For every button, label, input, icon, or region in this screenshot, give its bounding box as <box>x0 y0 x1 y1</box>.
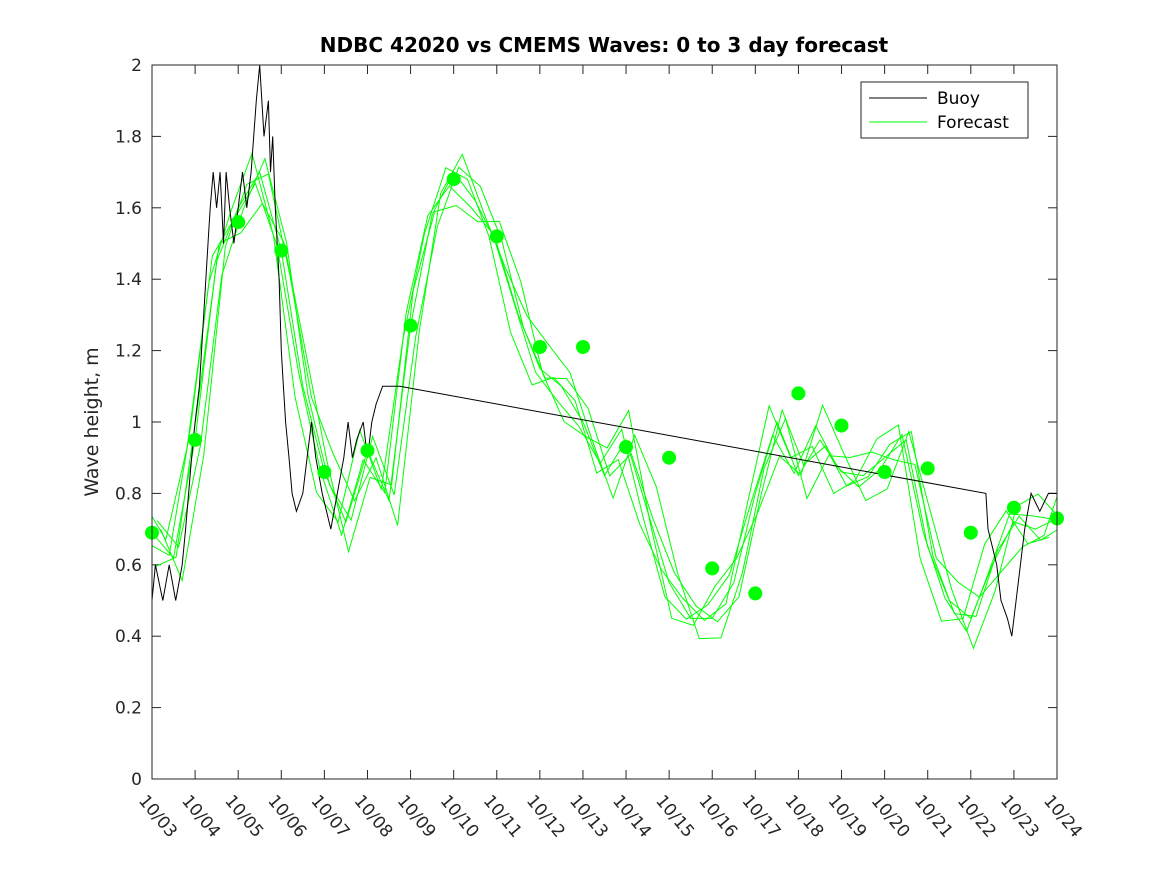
y-tick-label: 0.2 <box>115 699 142 719</box>
x-tick-label: 10/03 <box>134 791 181 841</box>
y-tick-label: 0.6 <box>115 556 142 576</box>
forecast-lines <box>151 151 1058 650</box>
x-tick-label: 10/06 <box>263 791 310 841</box>
forecast-point <box>920 461 935 476</box>
buoy-line <box>151 64 1057 637</box>
forecast-point <box>619 440 633 454</box>
forecast-point <box>748 586 763 601</box>
x-tick-label: 10/15 <box>651 791 698 841</box>
legend-buoy-label: Buoy <box>937 89 980 109</box>
x-tick-label: 10/24 <box>1039 791 1086 841</box>
forecast-point <box>360 443 375 458</box>
plot-area <box>152 65 1057 779</box>
y-tick-label: 2 <box>131 56 142 76</box>
x-tick-label: 10/20 <box>867 791 914 841</box>
x-tick-label: 10/11 <box>479 791 526 841</box>
y-tick-label: 0.4 <box>115 627 142 647</box>
forecast-points <box>145 172 1064 601</box>
x-tick-label: 10/08 <box>350 791 397 841</box>
x-tick-label: 10/21 <box>910 791 957 841</box>
forecast-point <box>231 215 246 230</box>
x-tick-label: 10/22 <box>953 791 1000 841</box>
forecast-line <box>154 202 1058 650</box>
plot-frame <box>151 64 1058 780</box>
y-tick-labels: 0 0.2 0.4 0.6 0.8 1 1.2 1.4 1.6 1.8 2 <box>115 56 142 790</box>
x-tick-labels: 10/0310/0410/0510/0610/0710/0810/0910/10… <box>134 791 1086 841</box>
y-tick-label: 1.4 <box>115 270 142 290</box>
x-tick-label: 10/14 <box>608 791 655 841</box>
legend[interactable]: Buoy Forecast <box>860 81 1029 139</box>
x-tick-label: 10/19 <box>824 791 871 841</box>
forecast-point <box>403 318 418 333</box>
forecast-point <box>705 561 720 576</box>
x-tick-label: 10/23 <box>996 791 1043 841</box>
x-tick-label: 10/16 <box>694 791 741 841</box>
y-tick-label: 0 <box>131 770 142 790</box>
buoy-series <box>151 64 1057 637</box>
legend-box <box>860 81 1029 139</box>
x-tick-label: 10/07 <box>307 791 354 841</box>
x-tick-label: 10/18 <box>781 791 828 841</box>
y-tick-label: 0.8 <box>115 484 142 504</box>
forecast-point <box>1006 500 1021 515</box>
x-tick-label: 10/04 <box>177 791 224 841</box>
forecast-point <box>188 432 203 447</box>
y-tick-label: 1.6 <box>115 199 142 219</box>
forecast-line <box>151 151 1050 622</box>
y-tick-label: 1.8 <box>115 127 142 147</box>
forecast-point <box>662 450 677 465</box>
forecast-line <box>156 157 1058 623</box>
x-tick-label: 10/17 <box>738 791 785 841</box>
forecast-point <box>963 525 978 540</box>
forecast-point <box>317 465 332 479</box>
x-tick-label: 10/09 <box>393 791 440 841</box>
x-tick-label: 10/13 <box>565 791 612 841</box>
chart-title: NDBC 42020 vs CMEMS Waves: 0 to 3 day fo… <box>320 33 889 57</box>
y-axis-label: Wave height, m <box>81 347 103 496</box>
x-tick-label: 10/10 <box>436 791 483 841</box>
y-tick-label: 1 <box>131 413 142 433</box>
forecast-point <box>274 243 289 258</box>
forecast-point <box>576 340 590 354</box>
y-tick-label: 1.2 <box>115 342 142 362</box>
x-tick-label: 10/12 <box>522 791 569 841</box>
forecast-point <box>532 340 547 354</box>
legend-forecast-label: Forecast <box>937 113 1009 133</box>
forecast-point <box>834 418 849 433</box>
x-tick-label: 10/05 <box>220 791 267 841</box>
forecast-point <box>877 465 892 479</box>
forecast-point <box>489 229 504 244</box>
forecast-point <box>791 386 806 401</box>
forecast-line <box>160 153 1058 640</box>
forecast-point <box>446 172 461 187</box>
